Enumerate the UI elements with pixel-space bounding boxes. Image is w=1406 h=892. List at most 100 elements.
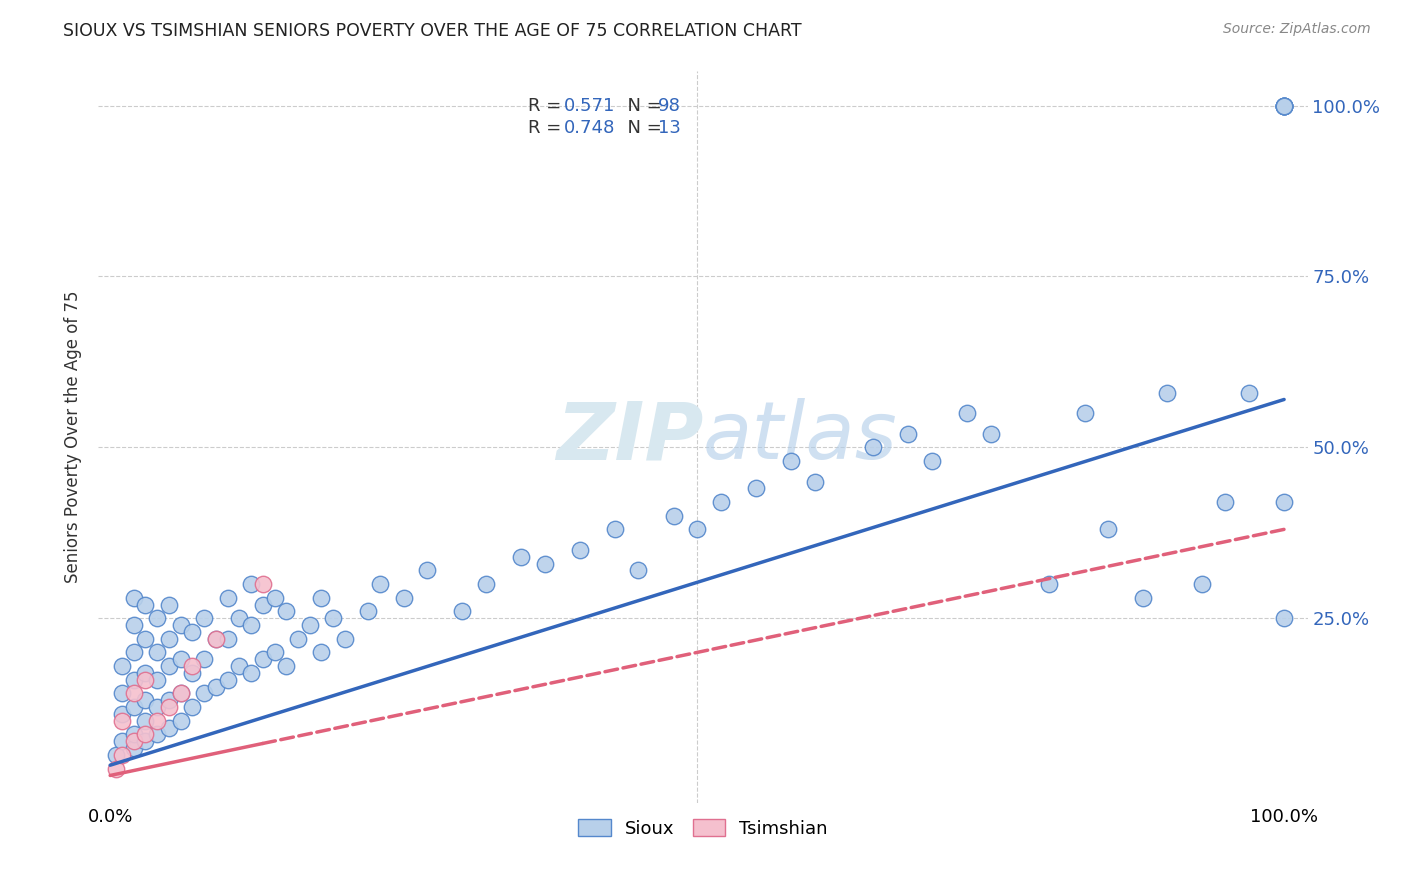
Text: 0.571: 0.571 <box>564 97 616 115</box>
Point <box>134 693 156 707</box>
Point <box>1156 385 1178 400</box>
Point <box>1215 495 1237 509</box>
Point <box>181 624 204 639</box>
Point <box>122 686 145 700</box>
Point <box>311 645 333 659</box>
Point <box>921 454 943 468</box>
Point <box>193 611 215 625</box>
Point <box>1038 577 1060 591</box>
Point <box>627 563 650 577</box>
Point <box>193 652 215 666</box>
Point <box>686 522 709 536</box>
Point <box>134 665 156 680</box>
Point <box>1132 591 1154 605</box>
Point <box>111 734 134 748</box>
Point <box>111 714 134 728</box>
Point <box>322 611 344 625</box>
Point <box>311 591 333 605</box>
Text: R =: R = <box>527 97 567 115</box>
Point <box>204 632 226 646</box>
Point <box>780 454 803 468</box>
Point <box>533 557 555 571</box>
Point <box>392 591 415 605</box>
Point <box>157 632 180 646</box>
Text: R =: R = <box>527 119 567 136</box>
Point <box>603 522 626 536</box>
Point <box>1272 98 1295 112</box>
Point <box>134 714 156 728</box>
Point <box>146 714 169 728</box>
Point <box>134 598 156 612</box>
Legend: Sioux, Tsimshian: Sioux, Tsimshian <box>571 813 835 845</box>
Point <box>134 673 156 687</box>
Point <box>1097 522 1119 536</box>
Point <box>228 611 250 625</box>
Y-axis label: Seniors Poverty Over the Age of 75: Seniors Poverty Over the Age of 75 <box>65 291 83 583</box>
Point <box>1272 98 1295 112</box>
Text: SIOUX VS TSIMSHIAN SENIORS POVERTY OVER THE AGE OF 75 CORRELATION CHART: SIOUX VS TSIMSHIAN SENIORS POVERTY OVER … <box>63 22 801 40</box>
Point <box>122 741 145 756</box>
Text: 98: 98 <box>658 97 681 115</box>
Point <box>181 665 204 680</box>
Text: 0.748: 0.748 <box>564 119 616 136</box>
Point <box>1272 495 1295 509</box>
Point <box>169 652 191 666</box>
Point <box>862 440 884 454</box>
Point <box>122 591 145 605</box>
Point <box>475 577 498 591</box>
Point <box>263 591 285 605</box>
Text: N =: N = <box>616 119 668 136</box>
Point <box>240 577 263 591</box>
Point <box>956 406 979 420</box>
Point <box>122 645 145 659</box>
Point <box>287 632 309 646</box>
Point <box>568 542 591 557</box>
Point <box>146 727 169 741</box>
Point <box>157 700 180 714</box>
Point <box>169 618 191 632</box>
Point <box>510 549 533 564</box>
Point <box>662 508 685 523</box>
Point <box>134 734 156 748</box>
Point <box>122 673 145 687</box>
Point <box>217 673 239 687</box>
Point <box>157 598 180 612</box>
Point <box>745 481 768 495</box>
Point <box>157 721 180 735</box>
Point <box>122 727 145 741</box>
Point <box>146 700 169 714</box>
Point <box>134 632 156 646</box>
Point <box>204 632 226 646</box>
Point <box>252 577 274 591</box>
Point <box>228 659 250 673</box>
Point <box>1272 98 1295 112</box>
Point <box>240 618 263 632</box>
Point <box>1191 577 1213 591</box>
Point <box>240 665 263 680</box>
Point <box>1272 98 1295 112</box>
Point <box>298 618 321 632</box>
Point <box>134 727 156 741</box>
Point <box>146 611 169 625</box>
Point <box>111 686 134 700</box>
Point <box>276 604 298 618</box>
Point <box>146 673 169 687</box>
Point <box>111 659 134 673</box>
Point <box>146 645 169 659</box>
Point <box>217 632 239 646</box>
Point <box>252 652 274 666</box>
Text: Source: ZipAtlas.com: Source: ZipAtlas.com <box>1223 22 1371 37</box>
Point <box>169 686 191 700</box>
Point <box>333 632 356 646</box>
Point <box>416 563 439 577</box>
Point <box>122 618 145 632</box>
Point <box>217 591 239 605</box>
Point <box>169 714 191 728</box>
Point <box>1272 98 1295 112</box>
Point <box>105 747 128 762</box>
Point <box>111 747 134 762</box>
Point <box>252 598 274 612</box>
Point <box>451 604 474 618</box>
Point <box>181 659 204 673</box>
Point <box>122 700 145 714</box>
